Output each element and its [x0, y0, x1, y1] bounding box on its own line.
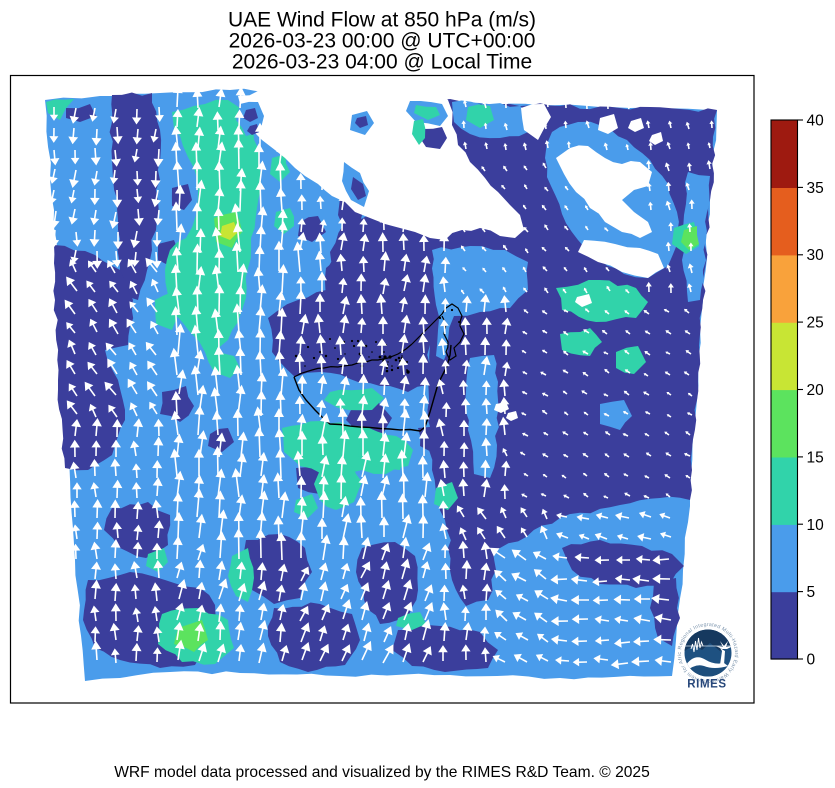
svg-text:35: 35 — [807, 180, 824, 197]
svg-text:2026-03-23 04:00 @ Local Time: 2026-03-23 04:00 @ Local Time — [232, 51, 532, 74]
svg-text:20: 20 — [807, 382, 825, 399]
svg-text:25: 25 — [807, 315, 824, 332]
svg-text:30: 30 — [807, 247, 825, 264]
svg-text:UAE Wind Flow at 850 hPa (m/s): UAE Wind Flow at 850 hPa (m/s) — [228, 9, 536, 32]
svg-text:5: 5 — [807, 584, 816, 601]
svg-text:15: 15 — [807, 449, 824, 466]
svg-text:0: 0 — [807, 652, 816, 669]
svg-text:RIMES: RIMES — [687, 679, 726, 691]
svg-text:WRF model data processed and v: WRF model data processed and visualized … — [114, 764, 650, 781]
svg-text:40: 40 — [807, 113, 825, 130]
svg-text:2026-03-23 00:00 @ UTC+00:00: 2026-03-23 00:00 @ UTC+00:00 — [229, 30, 536, 53]
svg-text:10: 10 — [807, 517, 825, 534]
